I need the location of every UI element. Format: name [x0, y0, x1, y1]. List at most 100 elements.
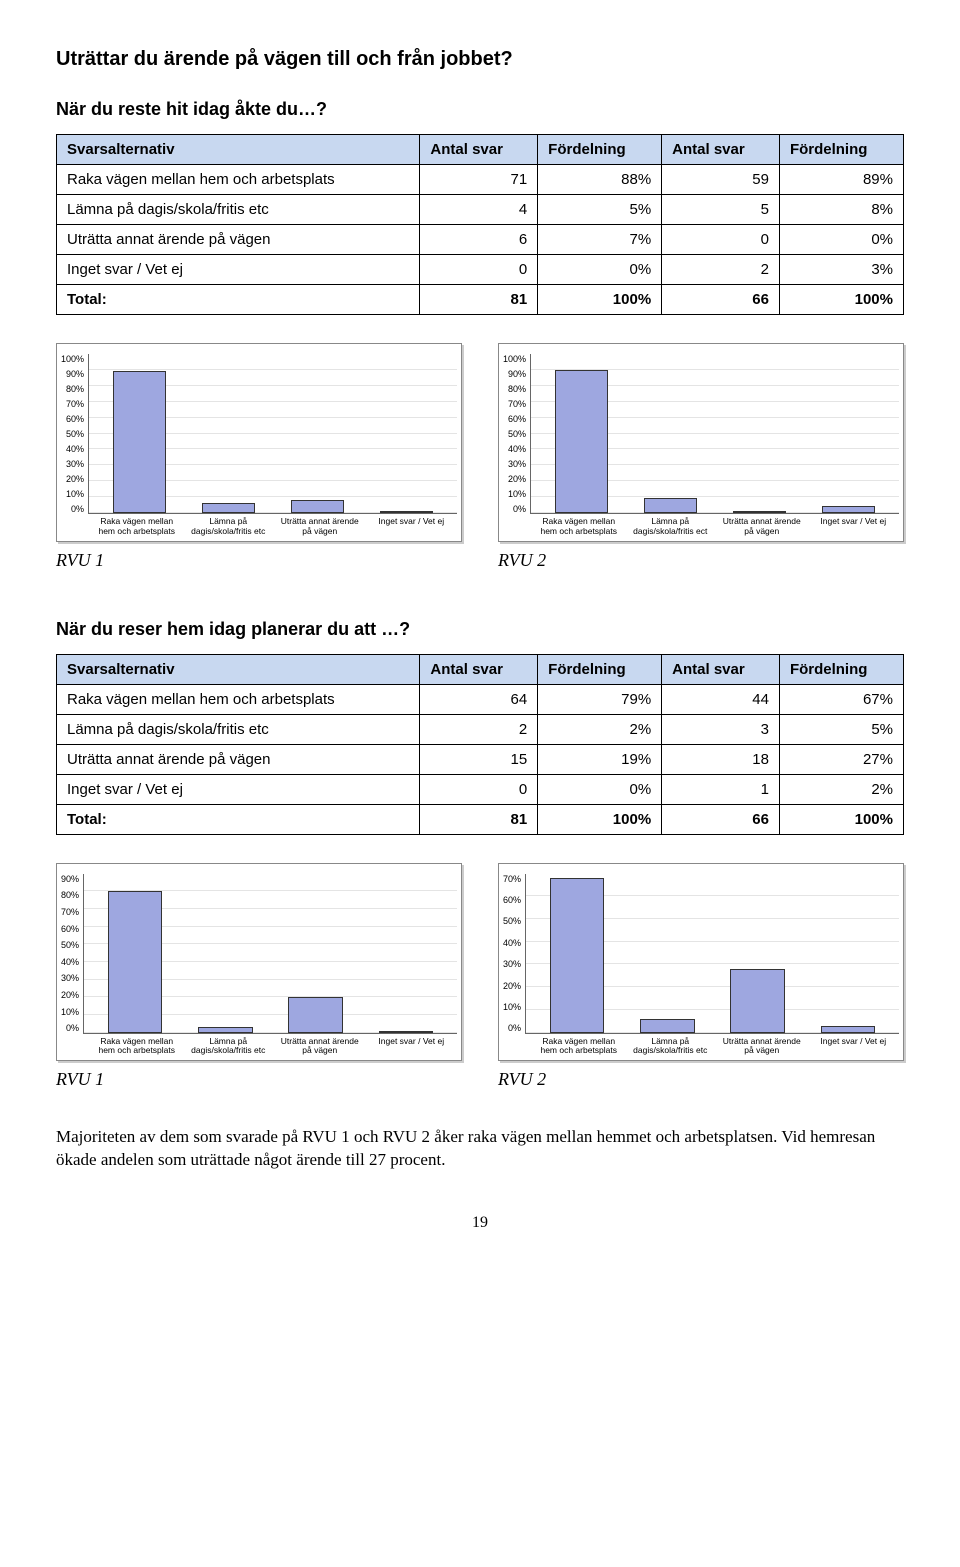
row-label: Raka vägen mellan hem och arbetsplats [57, 165, 420, 195]
chart-xlabels: Raka vägen mellan hem och arbetsplatsLäm… [91, 1037, 457, 1057]
total-value: 100% [538, 285, 662, 315]
table-row: Raka vägen mellan hem och arbetsplats647… [57, 684, 904, 714]
q1-rvu-left: RVU 1 [56, 550, 462, 571]
q2-rvu-left: RVU 1 [56, 1069, 462, 1090]
row-value: 2 [662, 255, 780, 285]
row-value: 1 [662, 774, 780, 804]
q1-chart-left: 100%90%80%70%60%50%40%30%20%10%0%Raka vä… [56, 343, 462, 542]
total-label: Total: [57, 804, 420, 834]
chart-plot [525, 874, 899, 1034]
table-row: Lämna på dagis/skola/fritis etc22%35% [57, 714, 904, 744]
chart-bar [202, 503, 256, 513]
q1-title: Uträttar du ärende på vägen till och frå… [56, 48, 904, 71]
table-row: Inget svar / Vet ej00%12% [57, 774, 904, 804]
chart-xlabels: Raka vägen mellan hem och arbetsplatsLäm… [533, 517, 899, 537]
table-row: Lämna på dagis/skola/fritis etc45%58% [57, 195, 904, 225]
total-value: 100% [538, 804, 662, 834]
row-value: 2% [779, 774, 903, 804]
q2-rvu-right: RVU 2 [498, 1069, 904, 1090]
q1-chart-right: 100%90%80%70%60%50%40%30%20%10%0%Raka vä… [498, 343, 904, 542]
row-value: 27% [779, 744, 903, 774]
chart-bar [288, 997, 342, 1033]
page-number: 19 [56, 1214, 904, 1232]
row-value: 18 [662, 744, 780, 774]
q1-table: Svarsalternativ Antal svar Fördelning An… [56, 134, 904, 315]
row-value: 5 [662, 195, 780, 225]
row-value: 0% [538, 255, 662, 285]
total-value: 81 [420, 285, 538, 315]
total-label: Total: [57, 285, 420, 315]
row-value: 2% [538, 714, 662, 744]
table-row: Inget svar / Vet ej00%23% [57, 255, 904, 285]
row-value: 8% [779, 195, 903, 225]
table-total-row: Total:81100%66100% [57, 804, 904, 834]
chart-xlabels: Raka vägen mellan hem och arbetsplatsLäm… [91, 517, 457, 537]
table-row: Uträtta annat ärende på vägen67%00% [57, 225, 904, 255]
row-label: Lämna på dagis/skola/fritis etc [57, 714, 420, 744]
chart-bar [821, 1026, 875, 1033]
q2-th4: Fördelning [779, 654, 903, 684]
chart-xlabels: Raka vägen mellan hem och arbetsplatsLäm… [533, 1037, 899, 1057]
row-label: Inget svar / Vet ej [57, 255, 420, 285]
total-value: 66 [662, 285, 780, 315]
row-value: 0 [662, 225, 780, 255]
row-value: 15 [420, 744, 538, 774]
table-row: Raka vägen mellan hem och arbetsplats718… [57, 165, 904, 195]
chart-yaxis: 90%80%70%60%50%40%30%20%10%0% [61, 874, 83, 1034]
row-value: 0% [779, 225, 903, 255]
q1-th1: Antal svar [420, 135, 538, 165]
q1-rvu-right: RVU 2 [498, 550, 904, 571]
chart-bar [379, 1031, 433, 1033]
q2-title: När du reser hem idag planerar du att …? [56, 619, 904, 640]
chart-plot [530, 354, 899, 514]
row-value: 7% [538, 225, 662, 255]
q1-th3: Antal svar [662, 135, 780, 165]
chart-bar [644, 498, 698, 513]
row-value: 0% [538, 774, 662, 804]
row-label: Raka vägen mellan hem och arbetsplats [57, 684, 420, 714]
row-value: 44 [662, 684, 780, 714]
q2-th3: Antal svar [662, 654, 780, 684]
chart-yaxis: 70%60%50%40%30%20%10%0% [503, 874, 525, 1034]
total-value: 66 [662, 804, 780, 834]
row-value: 19% [538, 744, 662, 774]
table-total-row: Total:81100%66100% [57, 285, 904, 315]
chart-bar [555, 370, 609, 514]
row-value: 0 [420, 774, 538, 804]
chart-yaxis: 100%90%80%70%60%50%40%30%20%10%0% [503, 354, 530, 514]
q2-tbody: Raka vägen mellan hem och arbetsplats647… [57, 684, 904, 834]
chart-bar [108, 891, 162, 1033]
row-value: 71 [420, 165, 538, 195]
row-value: 3% [779, 255, 903, 285]
row-value: 67% [779, 684, 903, 714]
chart-bar [198, 1027, 252, 1033]
row-value: 6 [420, 225, 538, 255]
row-label: Uträtta annat ärende på vägen [57, 225, 420, 255]
body-text: Majoriteten av dem som svarade på RVU 1 … [56, 1126, 904, 1172]
table-row: Uträtta annat ärende på vägen1519%1827% [57, 744, 904, 774]
q1-tbody: Raka vägen mellan hem och arbetsplats71 8… [57, 165, 904, 315]
row-value: 59 [662, 165, 780, 195]
row-value: 2 [420, 714, 538, 744]
row-value: 79% [538, 684, 662, 714]
row-label: Uträtta annat ärende på vägen [57, 744, 420, 774]
chart-bar [730, 969, 784, 1032]
q1-th0: Svarsalternativ [57, 135, 420, 165]
chart-yaxis: 100%90%80%70%60%50%40%30%20%10%0% [61, 354, 88, 514]
chart-plot [88, 354, 457, 514]
q1-th4: Fördelning [779, 135, 903, 165]
row-value: 5% [779, 714, 903, 744]
row-value: 0 [420, 255, 538, 285]
row-value: 3 [662, 714, 780, 744]
chart-bar [733, 511, 787, 513]
chart-plot [83, 874, 457, 1034]
row-value: 64 [420, 684, 538, 714]
total-value: 100% [779, 804, 903, 834]
row-label: Lämna på dagis/skola/fritis etc [57, 195, 420, 225]
row-value: 5% [538, 195, 662, 225]
q2-chart-left: 90%80%70%60%50%40%30%20%10%0% Raka vägen … [56, 863, 462, 1062]
chart-bar [380, 511, 434, 513]
q2-chart-right: 70%60%50%40%30%20%10%0% Raka vägen mellan… [498, 863, 904, 1062]
q2-table: Svarsalternativ Antal svar Fördelning An… [56, 654, 904, 835]
chart-bar [113, 371, 167, 513]
